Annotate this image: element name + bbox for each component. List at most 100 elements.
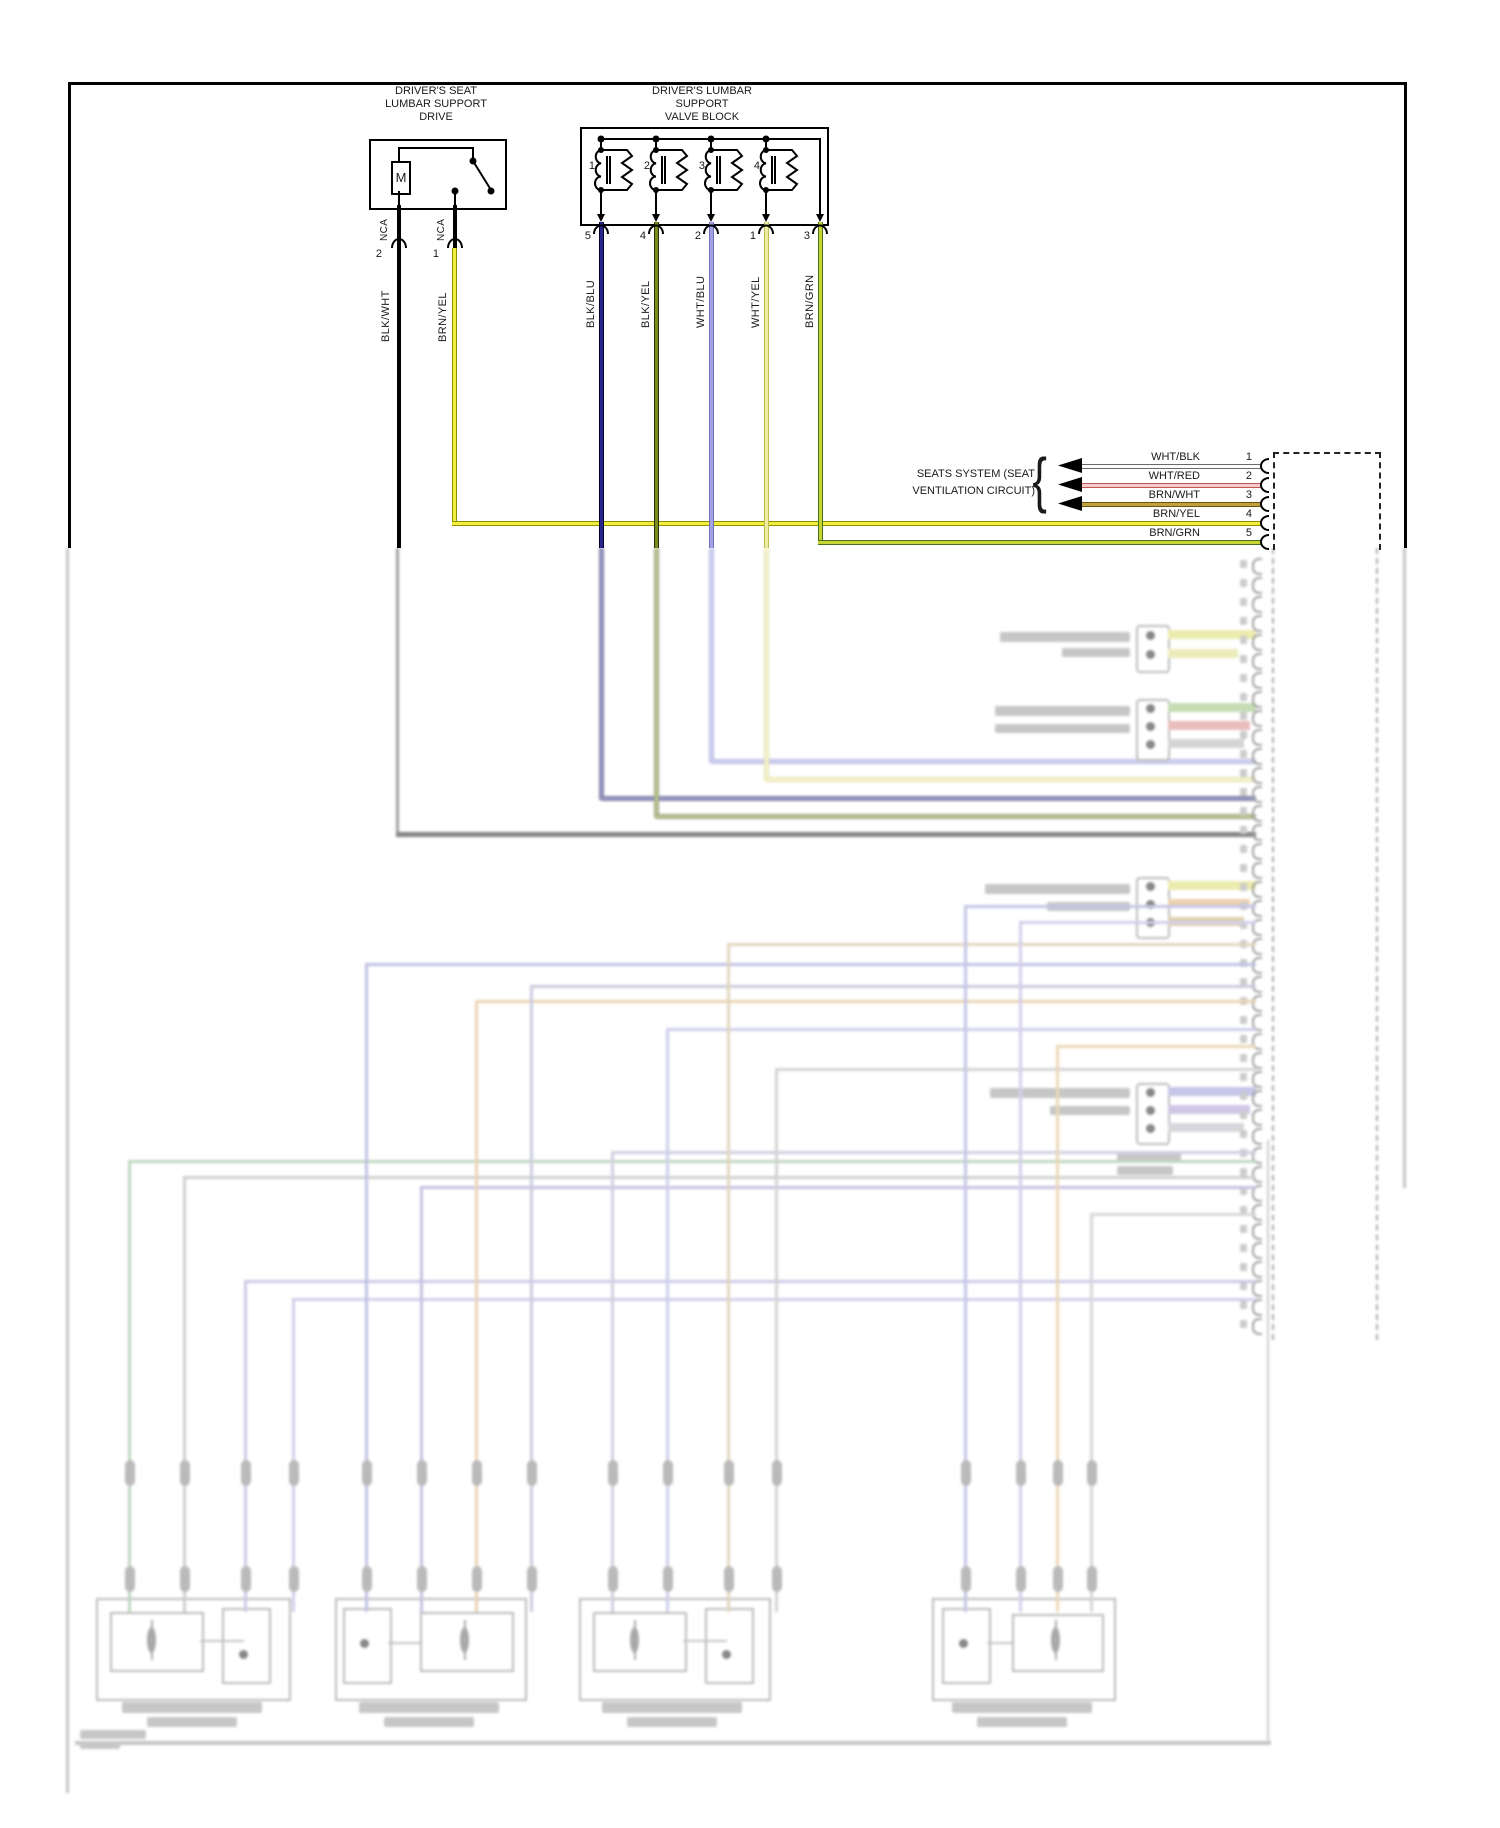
faded-pin-number	[1240, 864, 1247, 872]
drive-internal-wire	[398, 147, 474, 161]
socket-bracket	[1252, 691, 1262, 708]
faded-connector-block	[1136, 699, 1170, 761]
inline-connector	[180, 1460, 190, 1486]
socket-bracket	[1252, 767, 1262, 784]
faded-stub	[1168, 881, 1256, 890]
pin-number: 3	[1245, 489, 1252, 501]
faded-dashed-right	[1376, 548, 1378, 1340]
wire-brn-wht	[1080, 502, 1262, 507]
inline-connector	[241, 1460, 251, 1486]
socket-bracket	[1252, 843, 1262, 860]
faded-pin-number	[1240, 1073, 1247, 1081]
diagram-border-right	[1404, 82, 1407, 548]
down-arrow	[816, 214, 824, 222]
socket-bracket	[1252, 577, 1262, 594]
faded-pin-number	[1240, 579, 1247, 587]
socket-bracket	[1252, 1071, 1262, 1088]
faded-pin-number	[1240, 1244, 1247, 1252]
inline-connector	[1087, 1460, 1097, 1486]
component-box	[932, 1598, 1116, 1701]
wire-blk-wht	[397, 205, 401, 548]
faded-pin-number	[1240, 1130, 1247, 1138]
socket-bracket	[1252, 729, 1262, 746]
faded-wire-drop	[128, 1160, 131, 1612]
faded-pin-number	[1240, 617, 1247, 625]
faded-pin-number	[1240, 598, 1247, 606]
faded-label	[995, 706, 1130, 716]
socket-bracket	[1252, 881, 1262, 898]
component-inner-box	[420, 1612, 514, 1672]
faded-wire-drop	[530, 985, 533, 1612]
faded-wire	[599, 548, 604, 800]
faded-wire-drop	[964, 905, 967, 1612]
faded-wire-run	[727, 943, 1256, 946]
diagram-border-left	[68, 82, 71, 548]
inline-connector	[289, 1566, 299, 1592]
faded-pin-number	[1240, 1168, 1247, 1176]
faded-pin-number	[1240, 826, 1247, 834]
faded-pin-number	[1240, 1301, 1247, 1309]
faded-label	[995, 724, 1130, 733]
socket-bracket	[1252, 710, 1262, 727]
junction-dot	[722, 1650, 731, 1659]
valve-units	[594, 139, 799, 214]
faded-wire	[601, 796, 1256, 801]
wire-blk-blu	[599, 222, 604, 548]
faded-wire-drop	[292, 1298, 295, 1612]
wire-brn-grn	[818, 540, 1262, 545]
faded-label	[985, 884, 1130, 894]
wire-color-label: BRN/GRN	[1149, 527, 1200, 539]
inline-connector	[772, 1566, 782, 1592]
socket-bracket	[1252, 786, 1262, 803]
faded-wire	[709, 548, 714, 763]
socket-bracket	[1252, 824, 1262, 841]
socket-bracket	[1252, 995, 1262, 1012]
faded-wire	[396, 832, 1256, 837]
socket-bracket	[1252, 596, 1262, 613]
inline-connector	[1053, 1460, 1063, 1486]
pin-number: 4	[1245, 508, 1252, 520]
socket-bracket	[1252, 1166, 1262, 1183]
socket-bracket	[1252, 862, 1262, 879]
junction-dot	[959, 1639, 968, 1648]
faded-wire-run	[1056, 1045, 1256, 1048]
wire-color-label: BRN/WHT	[1148, 489, 1200, 501]
pin-number: 2	[375, 248, 382, 260]
inline-connector	[961, 1460, 971, 1486]
faded-pin-number	[1240, 1016, 1247, 1024]
faded-wire-drop	[183, 1176, 186, 1612]
pin-dot	[1146, 882, 1155, 891]
inline-connector	[961, 1566, 971, 1592]
faded-wire-run	[183, 1176, 1256, 1179]
socket-bracket	[1252, 1185, 1262, 1202]
inline-connector	[527, 1460, 537, 1486]
socket-bracket	[1252, 1090, 1262, 1107]
pin-number: 2	[1245, 470, 1252, 482]
switch-arm	[472, 160, 492, 191]
seats-system-label-line: SEATS SYSTEM (SEAT	[916, 468, 1035, 480]
component-box	[335, 1598, 527, 1701]
socket-bracket	[1252, 653, 1262, 670]
faded-pin-number	[1240, 655, 1247, 663]
faded-inner-right-border	[1267, 1140, 1269, 1743]
socket-bracket	[1252, 938, 1262, 955]
component-inner-box	[110, 1612, 204, 1672]
socket-bracket	[1252, 748, 1262, 765]
pin-dot	[1146, 704, 1155, 713]
faded-wire-drop	[775, 1068, 778, 1612]
motor-symbol	[147, 1627, 156, 1653]
faded-stub	[1168, 1105, 1250, 1114]
component-caption	[602, 1702, 742, 1713]
inline-connector	[180, 1566, 190, 1592]
direction-arrows	[1058, 458, 1082, 511]
inline-connector	[608, 1460, 618, 1486]
motor-box: M	[391, 161, 411, 195]
faded-wire-drop	[666, 1028, 669, 1612]
faded-pin-number	[1240, 674, 1247, 682]
wire-wht-blu	[709, 222, 714, 548]
socket-bracket	[1252, 1109, 1262, 1126]
faded-wire-run	[292, 1298, 1256, 1301]
faded-stub	[1168, 721, 1250, 730]
faded-line	[987, 1642, 1012, 1644]
faded-pin-number	[1240, 1225, 1247, 1233]
